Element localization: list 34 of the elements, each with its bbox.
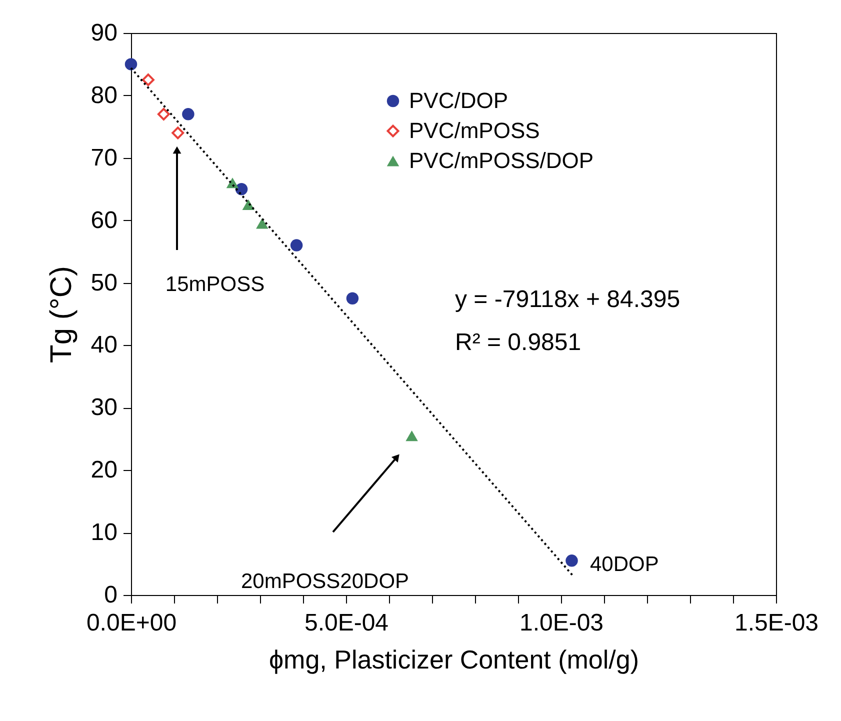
legend-label: PVC/DOP	[409, 88, 508, 113]
y-tick-label: 90	[90, 20, 118, 46]
annotation: 15mPOSS	[165, 273, 265, 296]
y-tick-label: 10	[90, 519, 118, 546]
point	[172, 126, 184, 140]
point	[346, 292, 359, 304]
point	[406, 430, 418, 442]
annotation: y = -79118x + 84.395	[455, 286, 680, 313]
x-tick-label: 1.5E-03	[734, 610, 819, 636]
annotation: 40DOP	[590, 553, 659, 576]
x-axis-title: ϕmg, Plasticizer Content (mol/g)	[268, 644, 640, 674]
annotation: 20mPOSS20DOP	[240, 570, 410, 593]
point	[256, 218, 268, 229]
point	[157, 108, 170, 120]
y-tick-label: 60	[90, 206, 118, 234]
point	[124, 58, 138, 70]
legend-label: PVC/mPOSS	[409, 118, 540, 143]
annotation: R² = 0.9851	[455, 329, 582, 356]
point	[566, 554, 578, 567]
legend-label: PVC/mPOSS/DOP	[409, 148, 594, 173]
point	[142, 74, 154, 86]
y-tick-label: 20	[90, 456, 118, 484]
point	[290, 239, 303, 252]
y-tick-label: 70	[90, 144, 118, 172]
y-tick-label: 80	[90, 82, 118, 109]
point	[182, 108, 194, 120]
y-tick-label: 40	[90, 332, 118, 359]
x-tick-label: 5.0E-04	[304, 610, 389, 636]
y-axis-title: Tg (°C)	[44, 266, 78, 363]
y-tick-label: 30	[90, 394, 118, 422]
x-tick-label: 1.0E-03	[519, 610, 604, 636]
y-tick-label: 0	[104, 582, 118, 608]
x-tick-label: 0.0E+00	[86, 610, 177, 636]
y-tick-label: 50	[90, 269, 118, 296]
